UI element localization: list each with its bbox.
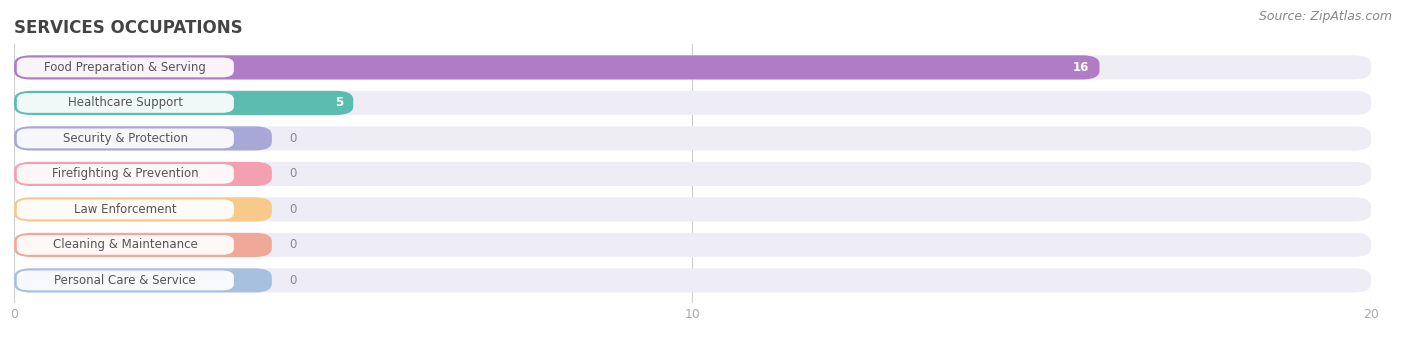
FancyBboxPatch shape [17, 199, 233, 219]
FancyBboxPatch shape [14, 197, 1371, 222]
Text: 0: 0 [288, 238, 297, 251]
FancyBboxPatch shape [14, 268, 271, 293]
Text: Security & Protection: Security & Protection [63, 132, 188, 145]
FancyBboxPatch shape [14, 233, 271, 257]
Text: 0: 0 [288, 167, 297, 180]
FancyBboxPatch shape [14, 197, 271, 222]
Text: 5: 5 [335, 97, 343, 109]
FancyBboxPatch shape [14, 55, 1371, 79]
FancyBboxPatch shape [17, 235, 233, 255]
Text: 16: 16 [1073, 61, 1090, 74]
FancyBboxPatch shape [14, 162, 1371, 186]
Text: Law Enforcement: Law Enforcement [75, 203, 177, 216]
Text: 0: 0 [288, 132, 297, 145]
Text: Food Preparation & Serving: Food Preparation & Serving [45, 61, 207, 74]
FancyBboxPatch shape [17, 164, 233, 184]
FancyBboxPatch shape [17, 93, 233, 113]
FancyBboxPatch shape [14, 126, 1371, 150]
Text: Source: ZipAtlas.com: Source: ZipAtlas.com [1258, 10, 1392, 23]
Text: SERVICES OCCUPATIONS: SERVICES OCCUPATIONS [14, 19, 243, 37]
Text: Personal Care & Service: Personal Care & Service [55, 274, 197, 287]
FancyBboxPatch shape [17, 129, 233, 148]
Text: 0: 0 [288, 203, 297, 216]
FancyBboxPatch shape [14, 91, 353, 115]
FancyBboxPatch shape [14, 268, 1371, 293]
Text: Healthcare Support: Healthcare Support [67, 97, 183, 109]
Text: 0: 0 [288, 274, 297, 287]
Text: Firefighting & Prevention: Firefighting & Prevention [52, 167, 198, 180]
FancyBboxPatch shape [14, 233, 1371, 257]
FancyBboxPatch shape [14, 91, 1371, 115]
FancyBboxPatch shape [14, 126, 271, 150]
FancyBboxPatch shape [14, 55, 1099, 79]
FancyBboxPatch shape [14, 162, 271, 186]
Text: Cleaning & Maintenance: Cleaning & Maintenance [53, 238, 198, 251]
FancyBboxPatch shape [17, 270, 233, 290]
FancyBboxPatch shape [17, 58, 233, 77]
